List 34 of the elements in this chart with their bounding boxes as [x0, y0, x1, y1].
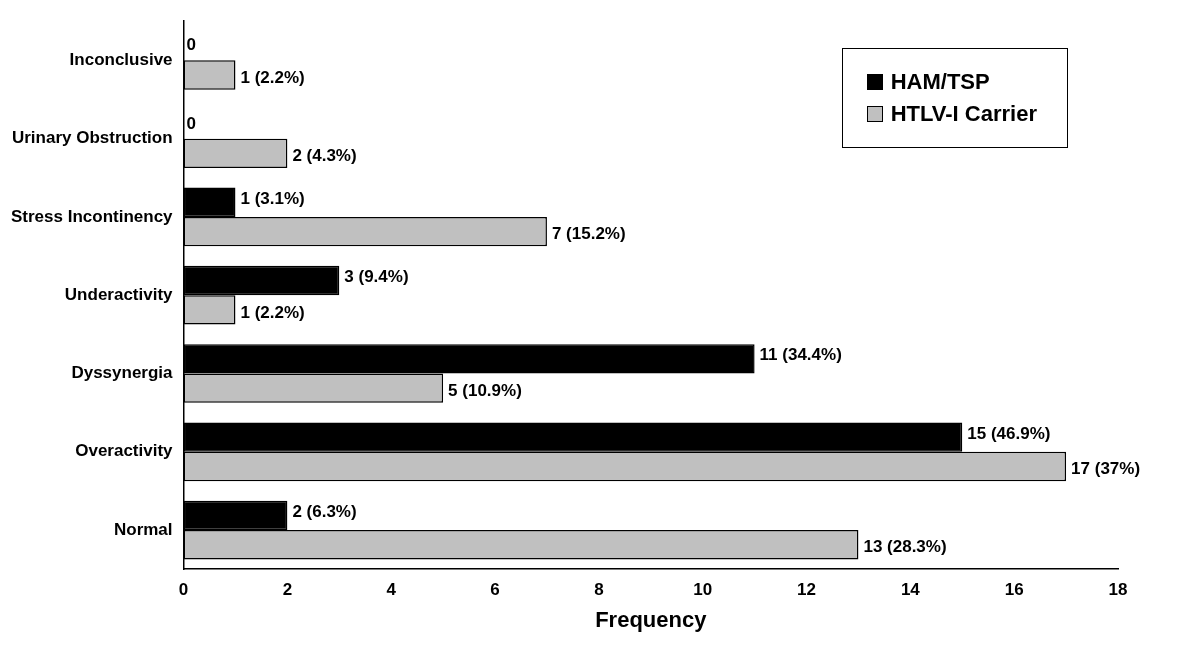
data-label: 15 (46.9%): [967, 423, 1051, 443]
y-tick-label: Normal: [113, 519, 173, 539]
x-tick-label: 18: [1108, 580, 1128, 600]
data-label: 1 (2.2%): [240, 302, 305, 322]
data-label: 7 (15.2%): [551, 224, 626, 244]
y-tick-label: Urinary Obstruction: [11, 128, 173, 148]
data-label: 13 (28.3%): [863, 537, 947, 557]
y-tick-label: Stress Incontinency: [10, 206, 174, 226]
y-tick-label: Inconclusive: [69, 50, 173, 70]
x-tick-label: 16: [1004, 580, 1024, 600]
y-tick-label: Underactivity: [64, 284, 174, 304]
x-tick-label: 4: [386, 580, 397, 600]
data-label: 3 (9.4%): [344, 267, 409, 287]
x-tick-label: 6: [490, 580, 500, 600]
x-tick-label: 8: [594, 580, 604, 600]
data-label: 1 (3.1%): [240, 188, 305, 208]
data-label: 5 (10.9%): [448, 380, 522, 400]
data-label: 11 (34.4%): [759, 345, 842, 365]
x-tick-label: 2: [282, 580, 293, 600]
y-tick-label: Overactivity: [75, 441, 174, 461]
x-tick-label: 0: [178, 580, 189, 600]
legend-label: HAM/TSP: [890, 69, 990, 95]
data-label: 0: [186, 35, 197, 55]
data-label: 17 (37%): [1071, 459, 1141, 479]
x-tick-label: 10: [693, 580, 713, 600]
data-label: 2 (6.3%): [292, 502, 357, 522]
legend-label: HTLV-I Carrier: [890, 101, 1037, 127]
data-label: 0: [186, 113, 197, 133]
x-axis-title: Frequency: [595, 606, 708, 632]
y-tick-label: Dyssynergia: [71, 363, 174, 383]
x-tick-label: 14: [900, 580, 921, 600]
data-label: 2 (4.3%): [292, 145, 357, 165]
x-tick-label: 12: [797, 580, 816, 600]
data-label: 1 (2.2%): [240, 67, 305, 87]
